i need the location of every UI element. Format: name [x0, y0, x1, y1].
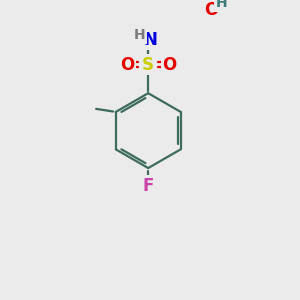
Text: O: O: [204, 1, 218, 19]
Text: H: H: [216, 0, 228, 10]
Text: O: O: [120, 56, 134, 74]
Text: O: O: [163, 56, 177, 74]
Text: S: S: [142, 56, 154, 74]
Text: H: H: [134, 28, 145, 42]
Text: F: F: [142, 177, 154, 195]
Text: N: N: [144, 31, 158, 49]
